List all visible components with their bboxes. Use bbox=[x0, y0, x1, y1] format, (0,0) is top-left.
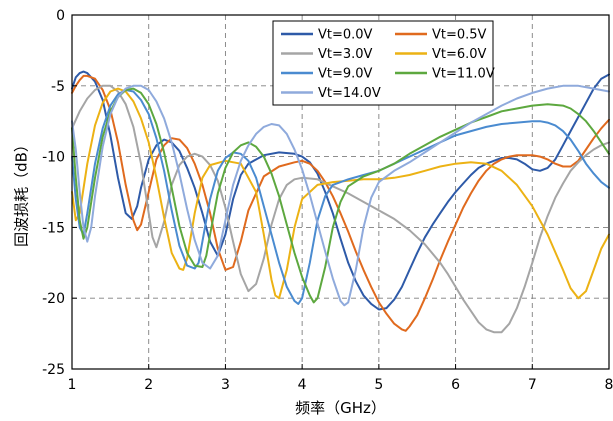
plot-frame bbox=[71, 14, 610, 370]
y-tick-label: -25 bbox=[42, 362, 65, 378]
y-tick-label: 0 bbox=[56, 8, 65, 24]
series-line-0 bbox=[71, 70, 610, 311]
series-line-1 bbox=[71, 74, 610, 332]
legend-label: Vt=0.0V bbox=[318, 28, 373, 43]
y-axis-label: 回波损耗（dB） bbox=[13, 137, 31, 247]
x-tick-label: 1 bbox=[68, 377, 77, 393]
x-tick-label: 3 bbox=[221, 377, 230, 393]
y-tick-label: -15 bbox=[42, 220, 65, 236]
legend-label: Vt=0.5V bbox=[432, 28, 487, 43]
series-line-5 bbox=[71, 87, 610, 304]
series-line-2 bbox=[71, 84, 610, 334]
x-axis-label: 频率（GHz） bbox=[295, 399, 386, 417]
y-tick-label: -10 bbox=[42, 150, 65, 166]
y-tick-label: -5 bbox=[51, 79, 65, 95]
x-tick-label: 4 bbox=[298, 377, 307, 393]
legend-label: Vt=6.0V bbox=[432, 47, 487, 62]
series-layer bbox=[71, 70, 610, 334]
x-tick-label: 5 bbox=[374, 377, 383, 393]
series-line-4 bbox=[71, 89, 610, 305]
x-tick-label: 6 bbox=[451, 377, 460, 393]
x-tick-label: 2 bbox=[144, 377, 153, 393]
legend: Vt=0.0V Vt=0.5V Vt=3.0V Vt=6.0V Vt=9.0V Vt=11… bbox=[272, 20, 495, 106]
y-tick-label: -20 bbox=[42, 291, 65, 307]
legend-label: Vt=9.0V bbox=[318, 67, 373, 82]
x-tick-label: 8 bbox=[605, 377, 613, 393]
legend-label: Vt=3.0V bbox=[318, 47, 373, 62]
legend-label: Vt=11.0V bbox=[432, 67, 495, 82]
x-tick-label: 7 bbox=[528, 377, 537, 393]
legend-label: Vt=14.0V bbox=[318, 86, 381, 101]
series-line-3 bbox=[71, 87, 610, 300]
axis-ticks: 1 2 3 4 5 6 7 8 0 -5 -10 -15 -20 -25 bbox=[42, 8, 613, 393]
series-line-6 bbox=[71, 84, 610, 307]
